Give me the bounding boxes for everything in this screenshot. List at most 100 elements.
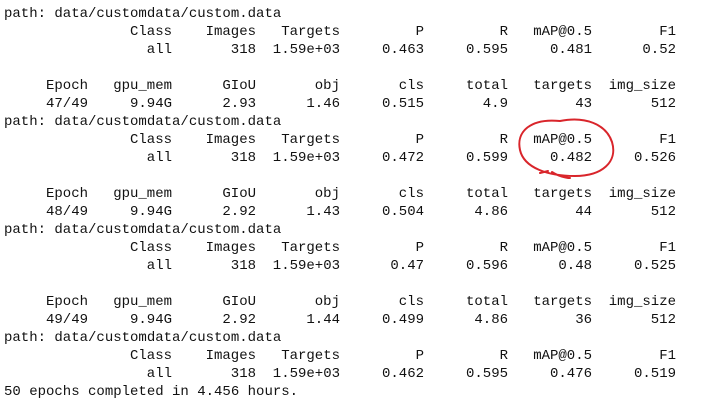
cell: 318 [230,150,257,166]
cell: 0.499 [381,312,424,328]
cell: 49/49 [45,312,88,328]
cell: total [465,78,508,94]
cell: Class [130,240,173,256]
cell: Epoch [45,186,88,202]
cell: Targets [281,24,341,40]
cell: mAP@0.5 [533,348,593,364]
cell: GIoU [222,78,256,94]
cell: 48/49 [45,204,88,220]
cell: 0.595 [466,42,509,58]
cell: 0.515 [381,96,424,112]
path-line: path: data/customdata/custom.data [4,330,282,346]
cell: F1 [659,240,677,256]
cell: 2.92 [222,312,256,328]
cell: total [465,294,508,310]
cell: 1.43 [306,204,340,220]
cell: all [146,150,173,166]
cell: obj [314,294,340,310]
cell: mAP@0.5 [533,24,593,40]
path-line: path: data/customdata/custom.data [4,222,282,238]
cell: targets [533,294,592,310]
cell: 0.596 [466,258,509,274]
cell: 43 [575,96,592,112]
cell: obj [314,186,340,202]
cell: 0.599 [466,150,509,166]
red-circle [518,118,615,179]
cell: P [415,240,425,256]
cell: Epoch [45,78,88,94]
cell: 0.526 [634,150,677,166]
cell: Images [205,240,257,256]
cell: R [499,24,509,40]
cell: all [146,366,173,382]
cell: R [499,240,509,256]
cell: all [146,42,173,58]
cell: targets [533,78,592,94]
cell: 0.47 [390,258,425,274]
cell: GIoU [222,294,256,310]
path-line: path: data/customdata/custom.data [4,114,282,130]
cell: img_size [608,186,676,202]
cell: 1.59e+03 [272,150,341,166]
cell: 1.59e+03 [272,42,341,58]
cell: P [415,348,425,364]
eval-row: all 318 1.59e+03 0.463 0.595 0.481 0.52 [4,41,710,59]
cell: Epoch [45,294,88,310]
cell: gpu_mem [113,186,172,202]
cell: 0.48 [558,258,593,274]
cell: F1 [659,132,677,148]
cell: Images [205,132,257,148]
cell: 9.94G [129,204,172,220]
cell: Images [205,348,257,364]
cell: gpu_mem [113,78,172,94]
cell: 2.92 [222,204,256,220]
epoch-values: 49/49 9.94G 2.92 1.44 0.499 4.86 36 512 [4,311,710,329]
eval-row: all 318 1.59e+03 0.462 0.595 0.476 0.519 [4,365,710,383]
cell: Targets [281,240,341,256]
cell: 4.9 [482,96,508,112]
cell: Class [130,24,173,40]
cell: 36 [575,312,592,328]
cell: P [415,24,425,40]
footer-line: 50 epochs completed in 4.456 hours. [4,384,299,400]
cell: 4.86 [474,204,508,220]
cell: Images [205,24,257,40]
cell: 0.52 [642,42,677,58]
cell: targets [533,186,592,202]
cell: 0.525 [634,258,677,274]
cell: 9.94G [129,96,172,112]
cell: 4.86 [474,312,508,328]
cell: 0.476 [550,366,593,382]
cell: cls [398,186,424,202]
cell: 44 [575,204,592,220]
cell: img_size [608,78,676,94]
cell: R [499,132,509,148]
cell: 318 [230,258,257,274]
cell: 0.595 [466,366,509,382]
cell: cls [398,78,424,94]
cell: mAP@0.5 [533,240,593,256]
cell: mAP@0.5 [533,132,593,148]
cell: 47/49 [45,96,88,112]
cell: gpu_mem [113,294,172,310]
cell: 512 [650,312,676,328]
cell: 0.504 [381,204,424,220]
cell: 0.481 [550,42,593,58]
cell: 512 [650,204,676,220]
cell: 0.482 [550,150,593,166]
cell: all [146,258,173,274]
eval-row: all 318 1.59e+03 0.47 0.596 0.48 0.525 [4,257,710,275]
cell: 0.463 [382,42,425,58]
cell: GIoU [222,186,256,202]
cell: Targets [281,132,341,148]
cell: 1.59e+03 [272,366,341,382]
cell: 1.59e+03 [272,258,341,274]
cell: Class [130,132,173,148]
epoch-header: Epoch gpu_mem GIoU obj cls total targets img_si… [4,293,710,311]
cell: obj [314,78,340,94]
cell: 318 [230,42,257,58]
cell: 512 [650,96,676,112]
